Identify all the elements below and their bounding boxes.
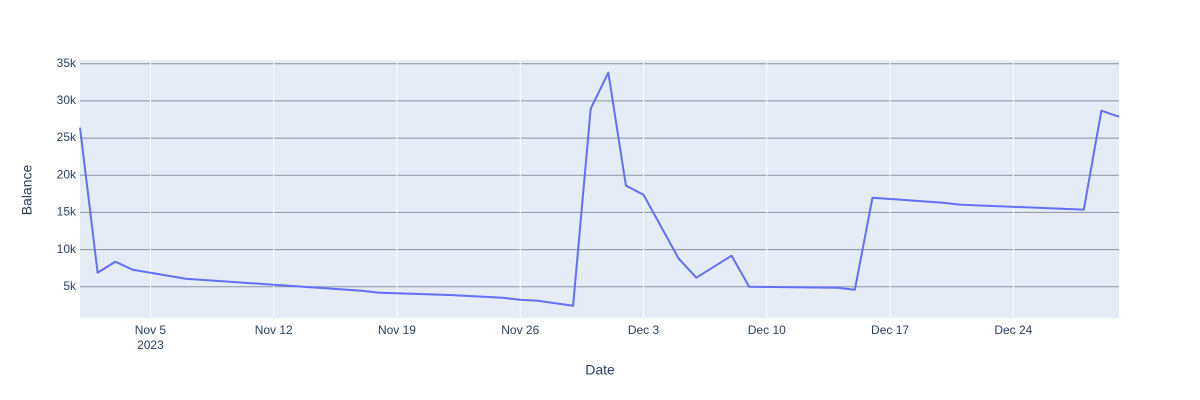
x-tick-label: Nov 26 — [501, 323, 539, 337]
x-tick-label: Dec 24 — [994, 323, 1032, 337]
y-tick-label: 25k — [57, 130, 77, 144]
x-tick-label: Nov 12 — [255, 323, 293, 337]
x-tick-label: Nov 19 — [378, 323, 416, 337]
x-axis-title: Date — [585, 362, 615, 378]
x-year-label: 2023 — [137, 338, 164, 352]
y-tick-label: 10k — [57, 242, 77, 256]
y-tick-label: 35k — [57, 56, 77, 70]
y-tick-label: 15k — [57, 205, 77, 219]
x-tick-label: Dec 17 — [871, 323, 909, 337]
x-tick-label: Nov 5 — [135, 323, 167, 337]
x-tick-label: Dec 3 — [628, 323, 660, 337]
x-tick-label: Dec 10 — [748, 323, 786, 337]
y-axis-title: Balance — [19, 164, 35, 215]
y-tick-label: 5k — [63, 279, 77, 293]
y-tick-label: 30k — [57, 93, 77, 107]
plot-area — [80, 60, 1119, 318]
line — [79, 71, 1120, 307]
y-tick-label: 20k — [57, 167, 77, 181]
